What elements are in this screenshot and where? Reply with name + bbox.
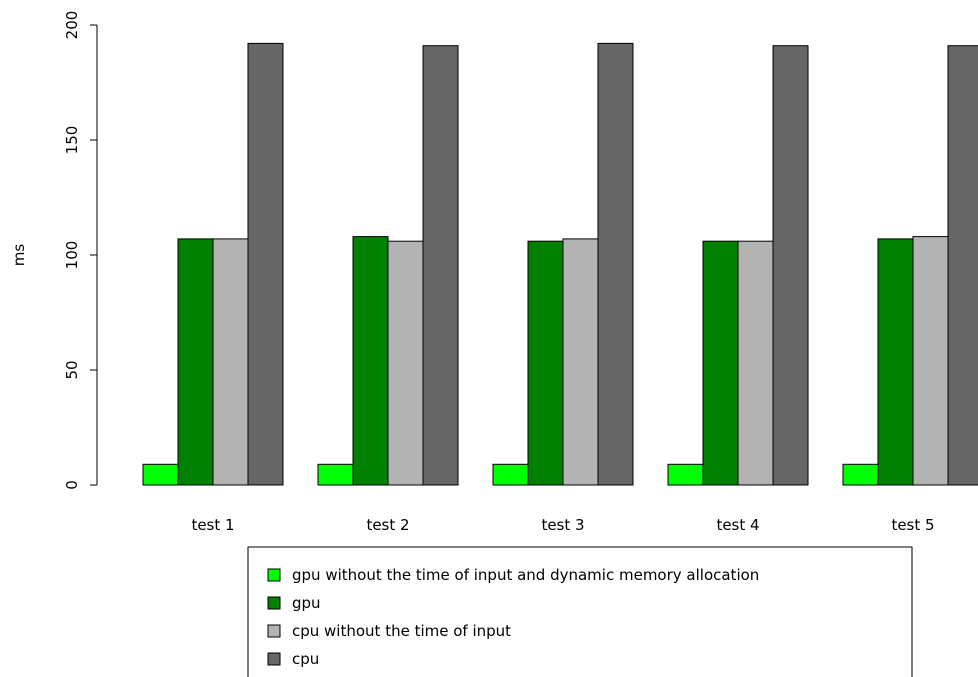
legend-label: gpu — [292, 594, 321, 612]
y-tick-label: 0 — [63, 480, 81, 490]
y-axis-label: ms — [10, 244, 28, 267]
bar — [213, 239, 248, 485]
bar — [318, 464, 353, 485]
bar — [178, 239, 213, 485]
x-tick-label: test 4 — [716, 516, 759, 534]
bars-group — [143, 43, 978, 485]
bar — [248, 43, 283, 485]
x-tick-label: test 3 — [541, 516, 584, 534]
legend-swatch — [268, 625, 280, 637]
bar — [668, 464, 703, 485]
legend-swatch — [268, 569, 280, 581]
legend-label: cpu — [292, 650, 319, 668]
bar — [913, 237, 948, 485]
bar — [843, 464, 878, 485]
y-tick-label: 100 — [63, 241, 81, 270]
bar — [773, 46, 808, 485]
legend-label: cpu without the time of input — [292, 622, 511, 640]
bar — [353, 237, 388, 485]
bar — [738, 241, 773, 485]
x-tick-label: test 5 — [891, 516, 934, 534]
legend-label: gpu without the time of input and dynami… — [292, 566, 759, 584]
legend-swatch — [268, 653, 280, 665]
x-tick-labels: test 1 test 2 test 3 test 4 test 5 — [191, 516, 934, 534]
bar — [388, 241, 423, 485]
bar — [948, 46, 978, 485]
x-tick-label: test 2 — [366, 516, 409, 534]
y-tick-label: 150 — [63, 126, 81, 155]
legend: gpu without the time of input and dynami… — [248, 547, 912, 677]
bar — [563, 239, 598, 485]
y-tick-label: 200 — [63, 11, 81, 40]
bar — [493, 464, 528, 485]
bar — [143, 464, 178, 485]
bar — [423, 46, 458, 485]
bar — [598, 43, 633, 485]
bar — [878, 239, 913, 485]
y-axis: 0 50 100 150 200 — [63, 11, 97, 490]
bar — [528, 241, 563, 485]
y-tick-label: 50 — [63, 360, 81, 379]
bar — [703, 241, 738, 485]
x-tick-label: test 1 — [191, 516, 234, 534]
legend-swatch — [268, 597, 280, 609]
